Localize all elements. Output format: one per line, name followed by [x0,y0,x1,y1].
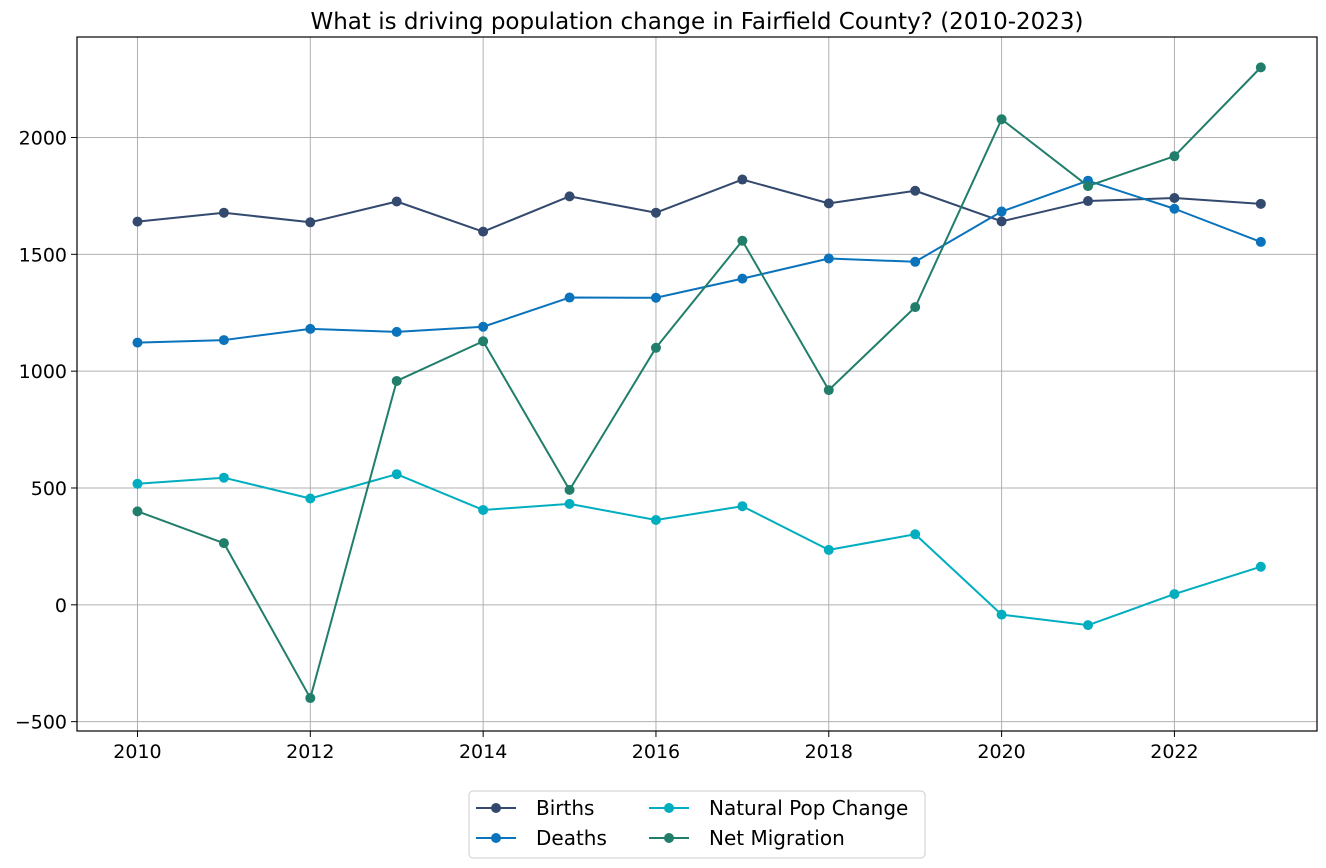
data-point-births [823,198,834,209]
data-point-deaths [1255,236,1266,247]
legend-label: Net Migration [709,826,845,850]
series-line-births [137,178,1261,233]
data-point-net-migration [564,484,575,495]
data-point-natural-pop-change [650,514,661,525]
data-point-net-migration [650,342,661,353]
data-point-deaths [132,337,143,348]
series-points [132,62,1266,704]
data-point-natural-pop-change [391,469,402,480]
data-point-deaths [391,326,402,337]
x-tick-label: 2010 [113,741,161,763]
legend-swatch-marker [491,803,501,813]
data-point-natural-pop-change [564,498,575,509]
series-lines [137,66,1262,700]
data-point-net-migration [996,114,1007,125]
data-point-natural-pop-change [132,478,143,489]
y-tick-label: −500 [15,712,67,734]
data-point-net-migration [132,506,143,517]
data-point-natural-pop-change [1169,589,1180,600]
data-point-births [1083,196,1094,207]
data-point-births [391,196,402,207]
data-point-net-migration [218,538,229,549]
data-point-deaths [305,323,316,334]
legend-item-natural-pop-change: Natural Pop Change [649,796,908,820]
data-point-natural-pop-change [823,544,834,555]
data-point-deaths [218,335,229,346]
plot-area-frame [76,36,1318,732]
data-point-births [132,216,143,227]
data-point-net-migration [823,385,834,396]
legend-swatch-marker [664,833,674,843]
series-line-deaths [137,179,1262,344]
series-line-net-migration [137,66,1262,700]
data-point-births [1255,198,1266,209]
x-tick-label: 2014 [459,741,507,763]
data-point-natural-pop-change [218,472,229,483]
data-point-natural-pop-change [305,493,316,504]
data-point-net-migration [1255,62,1266,73]
data-point-net-migration [910,302,921,313]
y-tick-label: 2000 [19,127,67,149]
data-point-natural-pop-change [737,501,748,512]
legend-label: Natural Pop Change [709,796,908,820]
x-tick-label: 2018 [805,741,853,763]
x-tick-label: 2012 [286,741,334,763]
y-tick-label: 1500 [19,244,67,266]
data-point-deaths [996,206,1007,217]
legend: Births Deaths Natural Pop Change Net Migrat… [468,790,926,859]
data-point-natural-pop-change [1255,561,1266,572]
data-point-net-migration [1169,151,1180,162]
legend-item-births: Births [476,796,594,820]
data-point-births [478,226,489,237]
legend-swatch-marker [491,833,501,843]
data-point-natural-pop-change [910,529,921,540]
data-point-deaths [564,292,575,303]
series-line-natural-pop-change [137,473,1262,627]
data-point-deaths [823,253,834,264]
legend-label: Deaths [536,826,607,850]
legend-label: Births [536,796,594,820]
y-tick-label: 500 [31,478,67,500]
data-point-births [910,185,921,196]
y-tick-label: 0 [55,595,67,617]
data-point-net-migration [1083,181,1094,192]
legend-box [468,790,926,859]
y-tick-label: 1000 [19,361,67,383]
legend-item-net-migration: Net Migration [649,826,845,850]
data-point-deaths [478,321,489,332]
data-point-net-migration [305,693,316,704]
data-point-deaths [1169,203,1180,214]
data-point-births [305,217,316,228]
data-point-deaths [650,292,661,303]
data-point-births [218,207,229,218]
data-point-natural-pop-change [996,609,1007,620]
data-point-births [1169,192,1180,203]
legend-item-deaths: Deaths [476,826,607,850]
y-axis-ticks: −500 0 500 1000 1500 2000 [15,127,77,734]
data-point-natural-pop-change [1083,620,1094,631]
chart-title: What is driving population change in Fai… [310,9,1083,35]
data-point-deaths [737,273,748,284]
data-point-net-migration [478,336,489,347]
x-tick-label: 2022 [1150,741,1198,763]
legend-swatch-marker [664,803,674,813]
data-point-net-migration [737,235,748,246]
x-axis-ticks: 2010 2012 2014 2016 2018 2020 2022 [113,731,1199,763]
x-tick-label: 2016 [632,741,680,763]
grid-lines [77,37,1317,731]
x-tick-label: 2020 [977,741,1025,763]
data-point-natural-pop-change [478,504,489,515]
data-point-births [564,191,575,202]
data-point-deaths [910,256,921,267]
data-point-births [737,174,748,185]
data-point-net-migration [391,375,402,386]
data-point-births [650,207,661,218]
data-point-births [996,216,1007,227]
